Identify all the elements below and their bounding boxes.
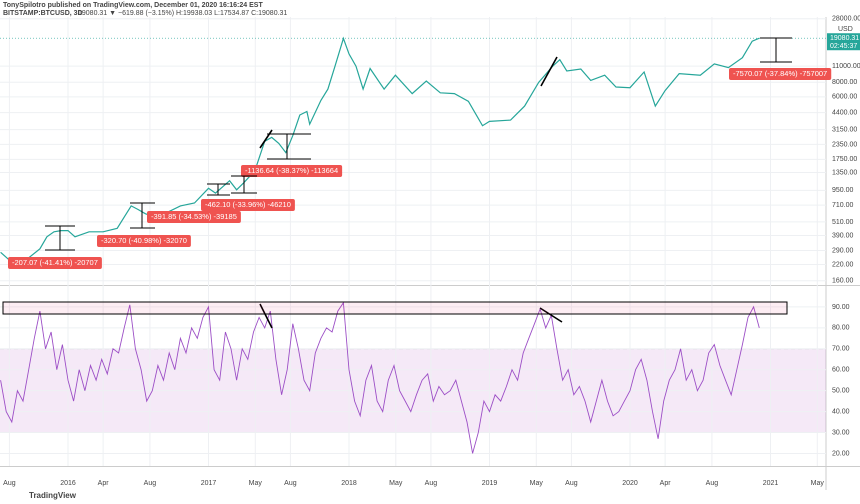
quote: 19080.31 ▼ −619.88 (−3.15%) H:19938.03 L…	[78, 10, 287, 17]
measure-label: -207.07 (-41.41%) -20707	[8, 257, 102, 269]
y-tick-label: 30.00	[832, 429, 850, 436]
measure-label: -462.10 (-33.96%) -46210	[201, 199, 295, 211]
y-tick-label: 11000.00	[832, 63, 860, 70]
x-tick-label: Aug	[706, 480, 719, 487]
x-tick-label: Aug	[425, 480, 438, 487]
x-tick-label: May	[530, 480, 544, 487]
footer-logo: TradingView	[29, 491, 77, 500]
countdown: 02:45:37	[830, 43, 857, 50]
x-tick-label: May	[389, 480, 403, 487]
x-tick-label: Aug	[284, 480, 297, 487]
symbol: BITSTAMP:BTCUSD, 3D	[3, 10, 83, 17]
y-tick-label: 60.00	[832, 367, 850, 374]
measure-box	[241, 165, 343, 177]
measure-label: -391.85 (-34.53%) -39185	[147, 211, 241, 223]
y-tick-label: 20.00	[832, 450, 850, 457]
x-tick-label: May	[811, 480, 825, 487]
price-line	[0, 36, 760, 263]
y-tick-label: 1750.00	[832, 156, 857, 163]
measure-label: -320.70 (-40.98%) -32070	[97, 235, 191, 247]
measure-box	[729, 68, 832, 80]
y-tick-label: 80.00	[832, 325, 850, 332]
rsi-line	[0, 301, 760, 454]
x-tick-label: Aug	[3, 480, 16, 487]
y-tick-label: 390.00	[832, 232, 854, 239]
y-tick-label: 6000.00	[832, 94, 857, 101]
y-tick-label: 28000.00	[832, 16, 860, 23]
x-tick-label: May	[249, 480, 263, 487]
y-tick-label: 220.00	[832, 261, 854, 268]
y-tick-label: 4400.00	[832, 109, 857, 116]
measure-box	[97, 235, 191, 247]
publisher: TonySpilotro published on TradingView.co…	[3, 2, 263, 9]
x-tick-label: Aug	[144, 480, 157, 487]
measure-label: -7570.07 (-37.84%) -757007	[729, 68, 832, 80]
measure-text: -462.10 (-33.96%) -46210	[205, 200, 291, 209]
y-tick-label: 2350.00	[832, 141, 857, 148]
axis-unit: USD	[838, 26, 853, 33]
x-tick-label: 2018	[341, 480, 357, 487]
y-tick-label: 160.00	[832, 278, 854, 285]
x-tick-label: Apr	[98, 480, 110, 487]
plot-layer: Aug 2016 Apr Aug 2017 May Aug 2018 May Aug 2019 May…	[0, 16, 860, 487]
x-tick-label: Aug	[565, 480, 578, 487]
y-tick-label: 510.00	[832, 219, 854, 226]
x-tick-label: 2016	[60, 480, 76, 487]
x-tick-label: 2020	[622, 480, 638, 487]
y-tick-label: 90.00	[832, 304, 850, 311]
x-tick-label: 2021	[763, 480, 779, 487]
x-tick-label: 2019	[482, 480, 498, 487]
y-tick-label: 1350.00	[832, 169, 857, 176]
x-tick-label: Apr	[660, 480, 672, 487]
y-tick-label: 70.00	[832, 346, 850, 353]
measure-text: -7570.07 (-37.84%) -757007	[733, 69, 827, 78]
y-tick-label: 40.00	[832, 408, 850, 415]
measure-text: -1136.64 (-38.37%) -113664	[245, 166, 338, 175]
measure-text: -391.85 (-34.53%) -39185	[151, 212, 237, 221]
drawings	[45, 37, 792, 329]
measure-box	[147, 211, 241, 223]
y-tick-label: 8000.00	[832, 79, 857, 86]
y-tick-label: 950.00	[832, 187, 854, 194]
measure-text: -320.70 (-40.98%) -32070	[101, 236, 187, 245]
measure-label: -1136.64 (-38.37%) -113664	[241, 165, 343, 177]
measure-box	[8, 257, 102, 269]
x-tick-label: 2017	[201, 480, 217, 487]
measure-text: -207.07 (-41.41%) -20707	[12, 258, 98, 267]
y-tick-label: 3150.00	[832, 126, 857, 133]
price-badge	[827, 33, 860, 51]
y-tick-label: 50.00	[832, 387, 850, 394]
rsi-zone	[2, 301, 788, 315]
y-tick-label: 290.00	[832, 247, 854, 254]
last-price: 19080.31	[830, 35, 859, 42]
measure-box	[201, 199, 295, 211]
y-tick-label: 710.00	[832, 202, 854, 209]
